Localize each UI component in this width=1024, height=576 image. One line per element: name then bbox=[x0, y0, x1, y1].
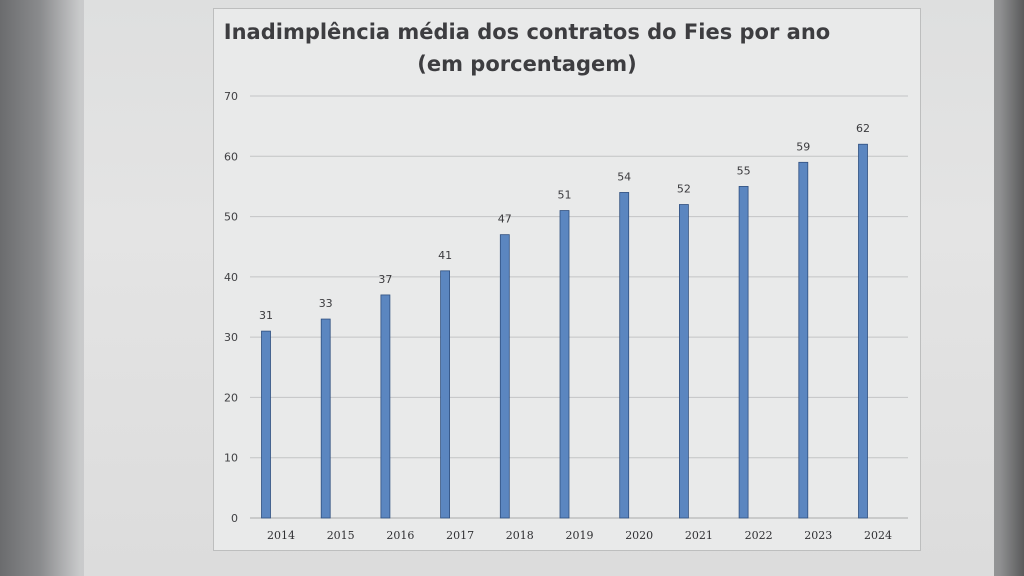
bar bbox=[380, 294, 391, 519]
x-tick-label: 2021 bbox=[685, 529, 713, 542]
chart-title-line-2: (em porcentagem) bbox=[417, 52, 637, 76]
data-label: 54 bbox=[617, 170, 631, 183]
y-tick-label: 30 bbox=[224, 331, 238, 344]
y-tick-label: 50 bbox=[224, 211, 238, 224]
x-tick-label: 2017 bbox=[446, 529, 474, 542]
y-tick-label: 20 bbox=[224, 391, 238, 404]
data-label: 47 bbox=[498, 213, 512, 226]
chart-title: Inadimplência média dos contratos do Fie… bbox=[213, 16, 841, 80]
bar bbox=[679, 204, 689, 519]
data-label: 37 bbox=[378, 273, 392, 286]
y-tick-label: 10 bbox=[224, 452, 238, 465]
x-tick-label: 2020 bbox=[625, 529, 653, 542]
x-tick-label: 2023 bbox=[804, 529, 832, 542]
x-tick-label: 2018 bbox=[506, 529, 534, 542]
chart-title-line-1: Inadimplência média dos contratos do Fie… bbox=[223, 20, 831, 44]
bar bbox=[320, 318, 331, 519]
bar bbox=[738, 186, 749, 519]
data-label: 41 bbox=[438, 249, 452, 262]
bar bbox=[499, 234, 510, 519]
data-label: 55 bbox=[737, 164, 751, 177]
bar bbox=[559, 210, 570, 519]
data-label: 59 bbox=[796, 140, 810, 153]
bar bbox=[858, 143, 868, 519]
y-tick-label: 70 bbox=[224, 90, 238, 103]
data-label: 33 bbox=[319, 297, 333, 310]
x-tick-label: 2024 bbox=[864, 529, 892, 542]
y-tick-label: 0 bbox=[231, 512, 238, 525]
x-tick-label: 2014 bbox=[267, 529, 295, 542]
data-label: 51 bbox=[558, 189, 572, 202]
x-tick-label: 2015 bbox=[327, 529, 355, 542]
bar bbox=[798, 161, 809, 519]
bar bbox=[440, 270, 451, 519]
x-tick-label: 2022 bbox=[745, 529, 773, 542]
y-tick-label: 40 bbox=[224, 271, 238, 284]
data-label: 31 bbox=[259, 309, 273, 322]
y-tick-label: 60 bbox=[224, 150, 238, 163]
data-label: 52 bbox=[677, 183, 691, 196]
x-tick-label: 2016 bbox=[386, 529, 414, 542]
bar bbox=[261, 330, 271, 519]
data-label: 62 bbox=[856, 122, 870, 135]
x-tick-label: 2019 bbox=[566, 529, 594, 542]
bar bbox=[619, 192, 630, 519]
